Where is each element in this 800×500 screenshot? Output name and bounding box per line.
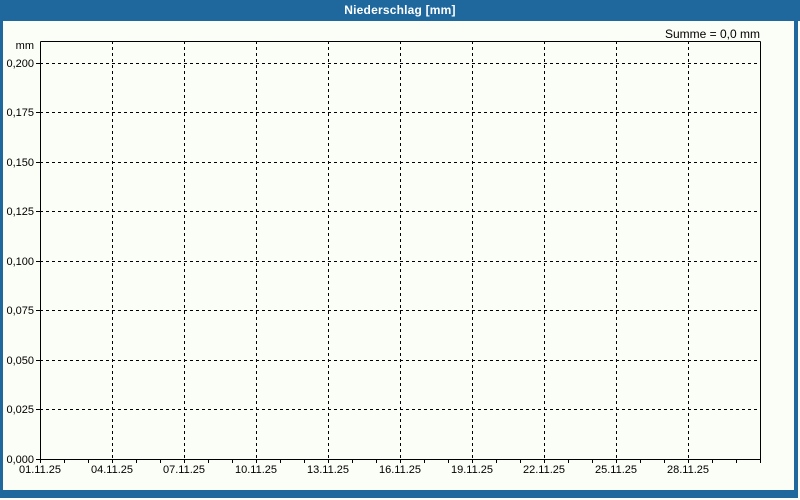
x-tick-label: 10.11.25 — [235, 464, 277, 476]
y-tick-label: 0,050 — [6, 355, 34, 367]
x-tick-label: 22.11.25 — [523, 464, 565, 476]
x-tick-label: 04.11.25 — [91, 464, 133, 476]
x-tick-label: 25.11.25 — [595, 464, 637, 476]
y-axis-unit-label: mm — [16, 40, 34, 52]
chart-title: Niederschlag [mm] — [344, 3, 456, 17]
x-tick-label: 13.11.25 — [307, 464, 349, 476]
y-tick-label: 0,075 — [6, 305, 34, 317]
x-tick-label: 01.11.25 — [19, 464, 61, 476]
y-tick-label: 0,150 — [6, 157, 34, 169]
y-tick-label: 0,175 — [6, 107, 34, 119]
y-tick-label: 0,025 — [6, 404, 34, 416]
frame-border-left — [0, 21, 3, 498]
x-tick-label: 07.11.25 — [163, 464, 205, 476]
y-tick-label: 0,200 — [6, 58, 34, 70]
chart-title-bar: Niederschlag [mm] — [0, 0, 800, 21]
x-tick-label: 19.11.25 — [451, 464, 493, 476]
y-tick-label: 0,000 — [6, 454, 34, 466]
y-tick-label: 0,100 — [6, 256, 34, 268]
x-tick-label: 16.11.25 — [379, 464, 421, 476]
sum-annotation: Summe = 0,0 mm — [664, 27, 760, 41]
y-tick-label: 0,125 — [6, 206, 34, 218]
frame-border-right — [794, 21, 798, 498]
x-tick-label: 28.11.25 — [667, 464, 709, 476]
frame-border-bottom — [0, 490, 798, 498]
